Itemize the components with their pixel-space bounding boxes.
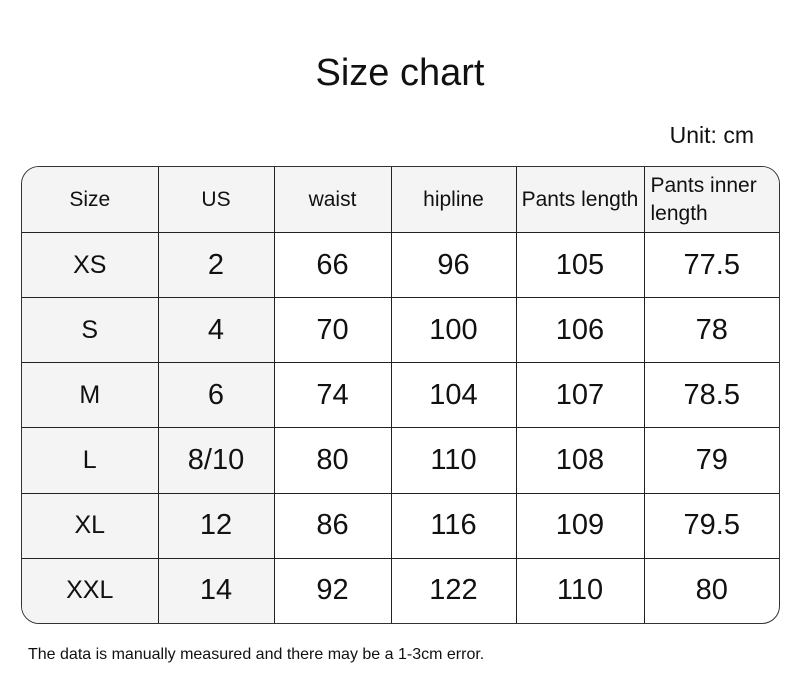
page-title: Size chart [315, 52, 485, 94]
table-cell: 78.5 [643, 362, 779, 429]
table-cell: 116 [390, 492, 517, 559]
table-cell: 12 [157, 492, 275, 559]
column-header: Pants inner length [643, 167, 779, 233]
size-cell: XXL [22, 557, 159, 623]
size-cell: S [22, 297, 159, 364]
column-header: Pants length [515, 167, 645, 233]
table-cell: 109 [515, 492, 645, 559]
column-header: Size [22, 167, 159, 233]
table-cell: 80 [273, 427, 392, 494]
table-cell: 14 [157, 557, 275, 623]
size-cell: XL [22, 492, 159, 559]
table-cell: 2 [157, 231, 275, 299]
table-row: XL 12 86 116 109 79.5 [22, 492, 779, 559]
column-header: US [157, 167, 275, 233]
table-cell: 110 [515, 557, 645, 623]
table-cell: 80 [643, 557, 779, 623]
table-row: XXL 14 92 122 110 80 [22, 557, 779, 623]
table-cell: 105 [515, 231, 645, 299]
table-cell: 107 [515, 362, 645, 429]
size-cell: XS [22, 231, 159, 299]
table-row: S 4 70 100 106 78 [22, 297, 779, 364]
size-cell: M [22, 362, 159, 429]
size-cell: L [22, 427, 159, 494]
table-cell: 108 [515, 427, 645, 494]
table-cell: 66 [273, 231, 392, 299]
size-table: Size US waist hipline Pants length Pants inne… [21, 166, 780, 624]
table-row: M 6 74 104 107 78.5 [22, 362, 779, 429]
table-row: L 8/10 80 110 108 79 [22, 427, 779, 494]
table-cell: 74 [273, 362, 392, 429]
table-cell: 86 [273, 492, 392, 559]
table-cell: 8/10 [157, 427, 275, 494]
table-cell: 122 [390, 557, 517, 623]
column-header: hipline [390, 167, 517, 233]
table-cell: 110 [390, 427, 517, 494]
table-cell: 96 [390, 231, 517, 299]
measurement-note: The data is manually measured and there … [28, 646, 485, 663]
unit-label: Unit: cm [669, 122, 754, 148]
table-cell: 70 [273, 297, 392, 364]
table-cell: 79.5 [643, 492, 779, 559]
table-cell: 104 [390, 362, 517, 429]
table-cell: 92 [273, 557, 392, 623]
table-cell: 4 [157, 297, 275, 364]
table-cell: 77.5 [643, 231, 779, 299]
table-cell: 78 [643, 297, 779, 364]
table-cell: 6 [157, 362, 275, 429]
table-row: XS 2 66 96 105 77.5 [22, 231, 779, 299]
table-cell: 100 [390, 297, 517, 364]
header-row: Size US waist hipline Pants length Pants inne… [22, 167, 779, 233]
column-header: waist [273, 167, 392, 233]
table-cell: 106 [515, 297, 645, 364]
table-cell: 79 [643, 427, 779, 494]
